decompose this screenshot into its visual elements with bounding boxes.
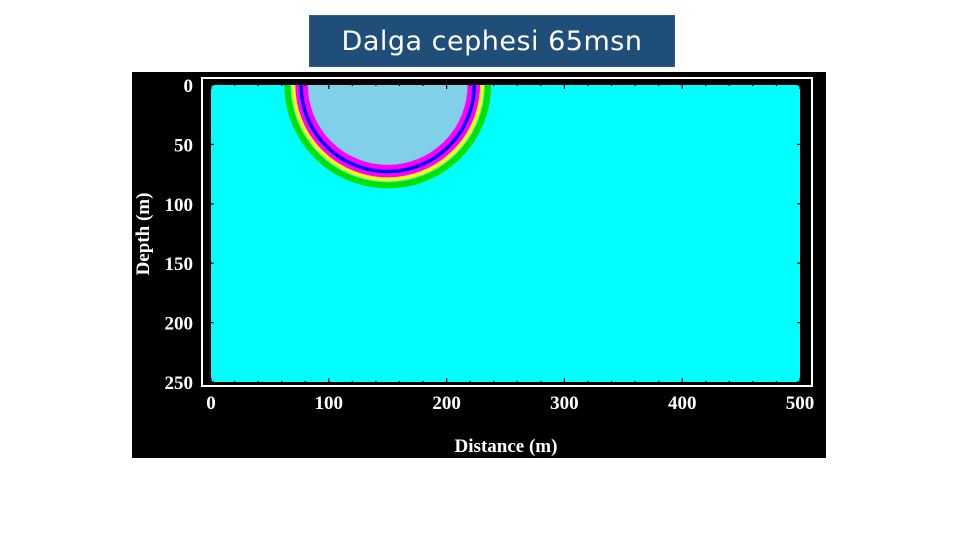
slide-title-box: Dalga cephesi 65msn	[309, 15, 675, 67]
slide-title: Dalga cephesi 65msn	[341, 25, 643, 57]
wavefront-interior	[305, 85, 471, 168]
plot-frame	[201, 77, 813, 387]
y-tick-label: 0	[184, 76, 194, 97]
axis-tick-labels: 0 100 200 300 400 500 0 50 100 150 200 250	[165, 76, 815, 414]
y-tick-label: 50	[174, 135, 193, 156]
x-axis-label: Distance (m)	[455, 436, 558, 457]
wavefront-figure: 0 100 200 300 400 500 0 50 100 150 200 250 Distance…	[132, 72, 826, 458]
x-tick-label: 400	[668, 393, 697, 414]
x-tick-label: 0	[206, 393, 216, 414]
wavefront-plot: 0 100 200 300 400 500 0 50 100 150 200 250 Distance…	[133, 76, 815, 457]
y-tick-label: 250	[165, 373, 194, 394]
x-tick-label: 300	[550, 393, 579, 414]
y-tick-label: 100	[165, 195, 194, 216]
magenta-inner-ring	[302, 85, 473, 170]
outer-green-ring	[284, 85, 492, 189]
axis-ticks	[207, 82, 804, 385]
wavefront-rings	[284, 85, 492, 189]
yellow-ring	[291, 85, 485, 182]
y-axis-label: Depth (m)	[133, 193, 154, 276]
x-tick-label: 200	[432, 393, 461, 414]
blue-ring	[299, 85, 477, 174]
y-tick-label: 150	[165, 254, 194, 275]
magenta-outer-ring	[295, 85, 481, 178]
x-tick-label: 100	[315, 393, 344, 414]
x-tick-label: 500	[786, 393, 815, 414]
y-tick-label: 200	[165, 314, 194, 335]
